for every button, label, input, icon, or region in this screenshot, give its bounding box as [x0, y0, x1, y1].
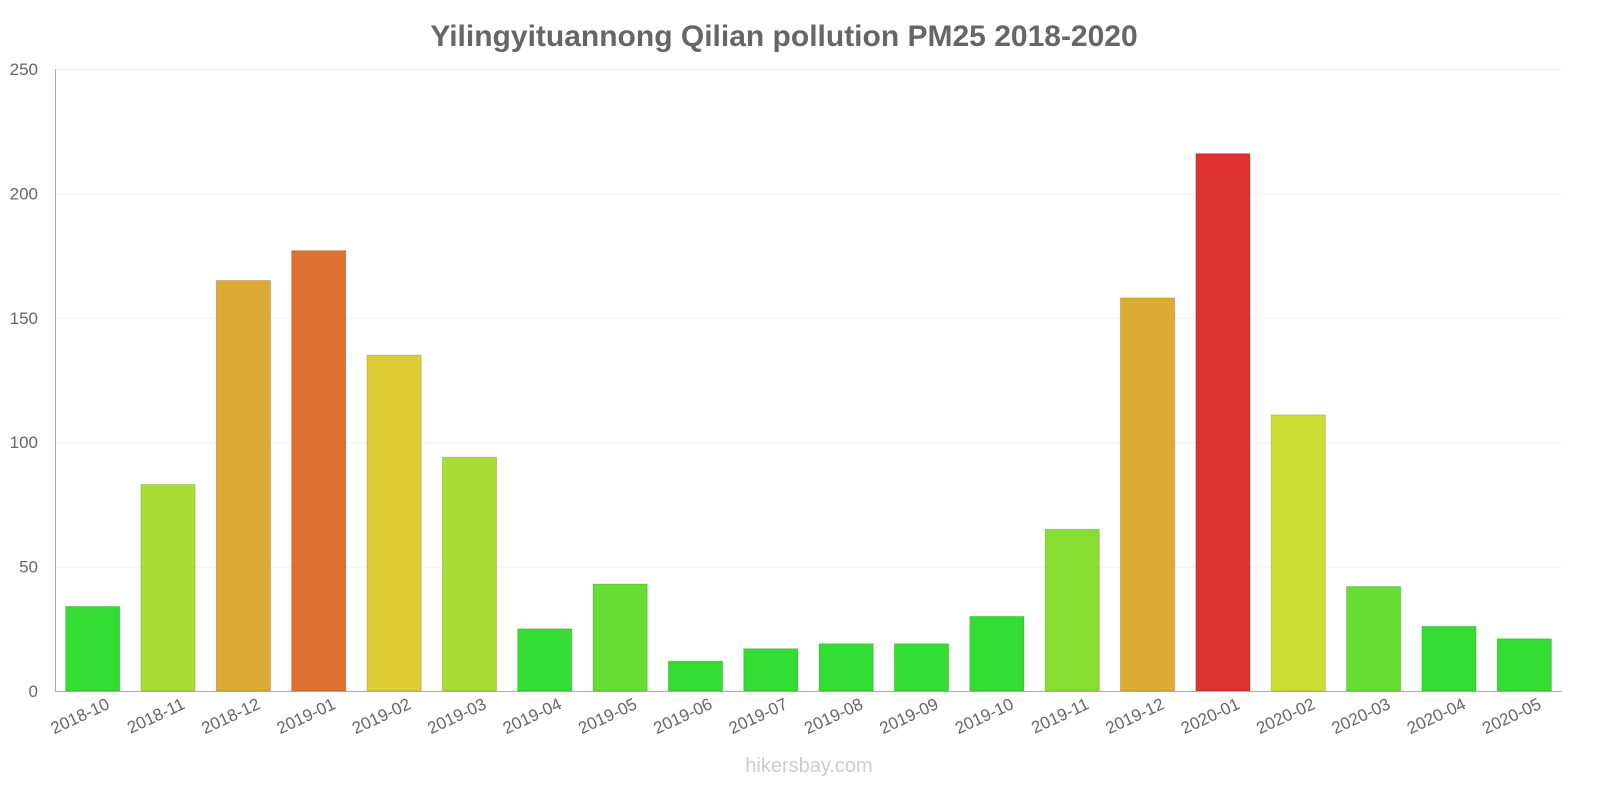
bar[interactable]	[1421, 625, 1477, 692]
x-tick-label: 2019-12	[1103, 694, 1168, 738]
bar[interactable]	[969, 615, 1025, 692]
y-tick-label: 100	[10, 433, 38, 452]
x-tick-label: 2020-05	[1479, 694, 1544, 738]
y-tick-label: 200	[10, 184, 38, 203]
x-tick-label: 2020-02	[1253, 694, 1318, 738]
bar[interactable]	[667, 660, 724, 692]
x-tick-label: 2019-03	[425, 694, 490, 738]
bar[interactable]	[140, 483, 196, 692]
bar[interactable]	[1195, 153, 1251, 692]
bar[interactable]	[441, 456, 498, 692]
x-tick-label: 2018-10	[48, 694, 113, 738]
x-tick-label: 2020-01	[1178, 694, 1243, 738]
x-tick-label: 2019-08	[801, 694, 866, 738]
watermark: hikersbay.com	[745, 755, 872, 777]
x-tick-label: 2019-06	[651, 694, 716, 738]
bar[interactable]	[818, 643, 874, 692]
x-tick-label: 2019-07	[726, 694, 791, 738]
x-tick-label: 2019-09	[877, 694, 942, 738]
y-tick-label: 50	[19, 558, 38, 577]
x-tick-label: 2019-11	[1028, 694, 1091, 737]
x-tick-label: 2019-10	[952, 694, 1017, 738]
x-tick-label: 2019-05	[575, 694, 640, 738]
bar[interactable]	[517, 628, 573, 692]
x-tick-label: 2018-12	[198, 694, 263, 738]
bar[interactable]	[65, 605, 121, 692]
bar[interactable]	[1345, 586, 1402, 692]
bar[interactable]	[592, 583, 648, 692]
x-tick-label: 2019-01	[274, 694, 339, 738]
bar[interactable]	[743, 648, 799, 692]
bar[interactable]	[1044, 528, 1100, 692]
x-tick-label: 2020-04	[1404, 694, 1469, 738]
y-tick-label: 150	[10, 309, 38, 328]
bar[interactable]	[366, 354, 422, 692]
bar[interactable]	[1119, 297, 1176, 692]
bar[interactable]	[1270, 414, 1326, 692]
x-tick-label: 2019-04	[500, 694, 565, 738]
x-tick-label: 2018-11	[124, 694, 187, 737]
bar[interactable]	[893, 643, 950, 692]
y-tick-label: 250	[10, 60, 38, 79]
chart-title: Yilingyituannong Qilian pollution PM25 2…	[430, 20, 1137, 53]
bar[interactable]	[215, 279, 272, 692]
x-tick-label: 2019-02	[349, 694, 414, 738]
bar[interactable]	[291, 250, 347, 692]
bar[interactable]	[1496, 638, 1552, 692]
x-tick-label: 2020-03	[1329, 694, 1394, 738]
y-tick-label: 0	[29, 682, 38, 701]
